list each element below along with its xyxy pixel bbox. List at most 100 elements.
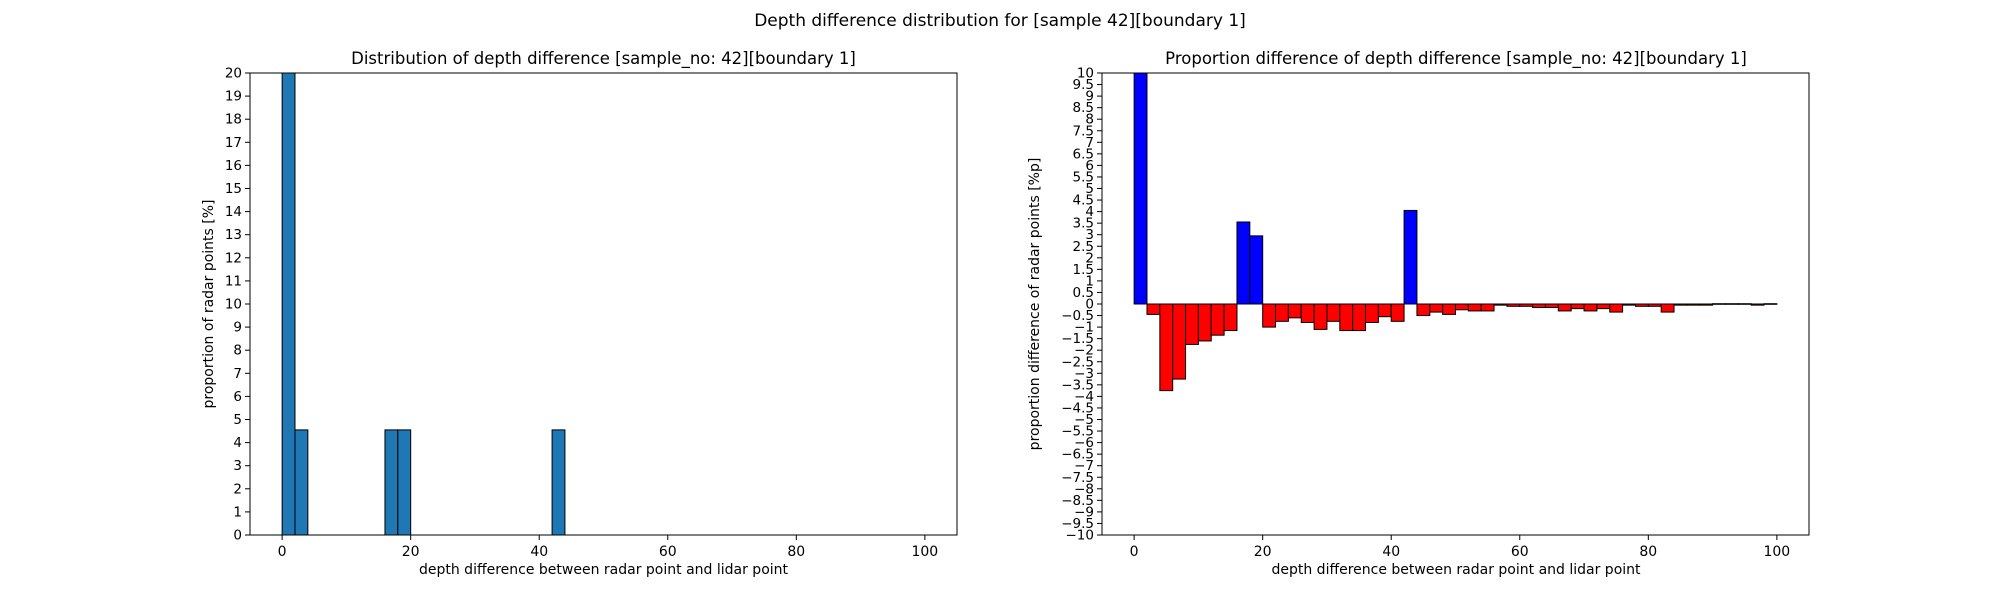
y-tick-label: 8 — [1085, 112, 1094, 128]
y-tick-label: −10 — [1066, 528, 1095, 544]
difference-bar — [1185, 303, 1199, 345]
y-tick-label: 1.5 — [1073, 262, 1094, 278]
x-tick-label: 40 — [530, 544, 548, 560]
y-tick-label: −9 — [1074, 504, 1094, 520]
difference-bar — [1352, 303, 1367, 332]
difference-bar — [1622, 303, 1636, 306]
difference-bar — [1763, 303, 1778, 305]
difference-y-ticks: −10−9.5−9−8.5−8−7.5−7−6.5−6−5.5−5−4.5−4−… — [1061, 66, 1102, 544]
difference-bar — [1210, 303, 1225, 336]
figure-suptitle: Depth difference distribution for [sampl… — [754, 11, 1246, 31]
y-tick-label: 0 — [233, 528, 242, 544]
y-tick-label: 4.5 — [1073, 193, 1094, 209]
difference-bar — [1647, 303, 1662, 307]
y-tick-label: −7.5 — [1061, 470, 1094, 486]
difference-bar — [1699, 303, 1714, 306]
y-tick-label: 14 — [225, 204, 242, 220]
difference-bar — [1609, 303, 1624, 313]
x-tick-label: 100 — [1763, 544, 1790, 560]
difference-bar — [1365, 303, 1379, 323]
histogram-plot-frame — [249, 72, 958, 536]
y-tick-label: 10 — [1077, 66, 1094, 82]
difference-bar — [1455, 303, 1469, 311]
x-tick-label: 60 — [1511, 544, 1529, 560]
histogram-bar — [397, 429, 412, 536]
difference-bar — [1197, 303, 1212, 342]
y-tick-label: 3.5 — [1073, 216, 1094, 232]
y-tick-label: −3 — [1074, 366, 1094, 382]
difference-bar — [1673, 303, 1688, 306]
y-tick-label: −5.5 — [1061, 424, 1094, 440]
histogram-bar — [294, 429, 309, 536]
histogram-y-axis-label: proportion of radar points [%] — [201, 199, 217, 408]
y-tick-label: 0 — [1085, 297, 1094, 313]
difference-bar — [1493, 303, 1508, 306]
y-tick-label: 8 — [233, 343, 242, 359]
y-tick-label: −2 — [1074, 343, 1094, 359]
difference-bar — [1506, 303, 1521, 307]
y-tick-label: 5 — [233, 412, 242, 428]
y-tick-label: 20 — [225, 66, 242, 82]
y-tick-label: 9 — [233, 320, 242, 336]
y-tick-label: −7 — [1074, 458, 1094, 474]
difference-bar — [1750, 303, 1765, 306]
histogram-bar — [384, 429, 399, 536]
difference-y-axis-label: proportion difference of radar points [%… — [1027, 158, 1043, 451]
difference-bar — [1313, 303, 1328, 330]
x-tick-label: 20 — [1254, 544, 1272, 560]
y-tick-label: −4 — [1074, 389, 1094, 405]
y-tick-label: 6 — [1085, 158, 1094, 174]
x-tick-label: 80 — [1639, 544, 1657, 560]
x-tick-label: 20 — [402, 544, 420, 560]
difference-bar — [1326, 303, 1341, 322]
y-tick-label: 6.5 — [1073, 146, 1094, 162]
difference-bar — [1146, 303, 1161, 315]
difference-bar — [1416, 303, 1431, 317]
difference-bar — [1223, 303, 1238, 332]
difference-x-ticks: 0 20 40 60 80 100 — [1130, 535, 1790, 560]
y-tick-label: −5 — [1074, 412, 1094, 428]
difference-bar — [1660, 303, 1675, 313]
difference-bar — [1236, 221, 1251, 305]
y-tick-label: 15 — [225, 181, 242, 197]
y-tick-label: 2 — [1085, 250, 1094, 266]
y-tick-label: −9.5 — [1061, 516, 1094, 532]
difference-x-axis-label: depth difference between radar point and… — [1271, 562, 1641, 578]
x-tick-label: 80 — [787, 544, 805, 560]
histogram-bar — [281, 72, 296, 536]
difference-bar — [1583, 303, 1598, 312]
difference-bar — [1532, 303, 1546, 308]
y-tick-label: 18 — [225, 112, 242, 128]
difference-bar — [1724, 303, 1739, 305]
y-tick-label: 17 — [225, 135, 242, 151]
difference-bar — [1287, 303, 1302, 319]
difference-bar — [1339, 303, 1354, 332]
difference-bar — [1737, 303, 1752, 305]
x-tick-label: 60 — [659, 544, 677, 560]
difference-bar — [1249, 235, 1264, 305]
y-tick-label: 1 — [233, 504, 242, 520]
y-tick-label: 9 — [1085, 89, 1094, 105]
y-tick-label: 8.5 — [1073, 100, 1094, 116]
y-tick-label: 3 — [233, 458, 242, 474]
y-tick-label: 9.5 — [1073, 77, 1094, 93]
histogram-title: Distribution of depth difference [sample… — [351, 49, 856, 69]
y-tick-label: 2.5 — [1073, 239, 1094, 255]
difference-bar — [1300, 303, 1315, 323]
y-tick-label: 7 — [1085, 135, 1094, 151]
histogram-x-ticks: 0 20 40 60 80 100 — [278, 535, 938, 560]
difference-bar — [1442, 303, 1457, 315]
y-tick-label: 7 — [233, 366, 242, 382]
y-tick-label: 6 — [233, 389, 242, 405]
difference-bar — [1159, 303, 1174, 392]
difference-bar — [1403, 209, 1418, 305]
y-tick-label: 12 — [225, 250, 242, 266]
difference-bar — [1133, 72, 1148, 305]
x-tick-label: 0 — [1130, 544, 1139, 560]
y-tick-label: −1.5 — [1061, 331, 1094, 347]
difference-bar — [1467, 303, 1482, 312]
y-tick-label: 1 — [1085, 273, 1094, 289]
histogram-x-axis-label: depth difference between radar point and… — [419, 562, 789, 578]
y-tick-label: 4 — [1085, 204, 1094, 220]
